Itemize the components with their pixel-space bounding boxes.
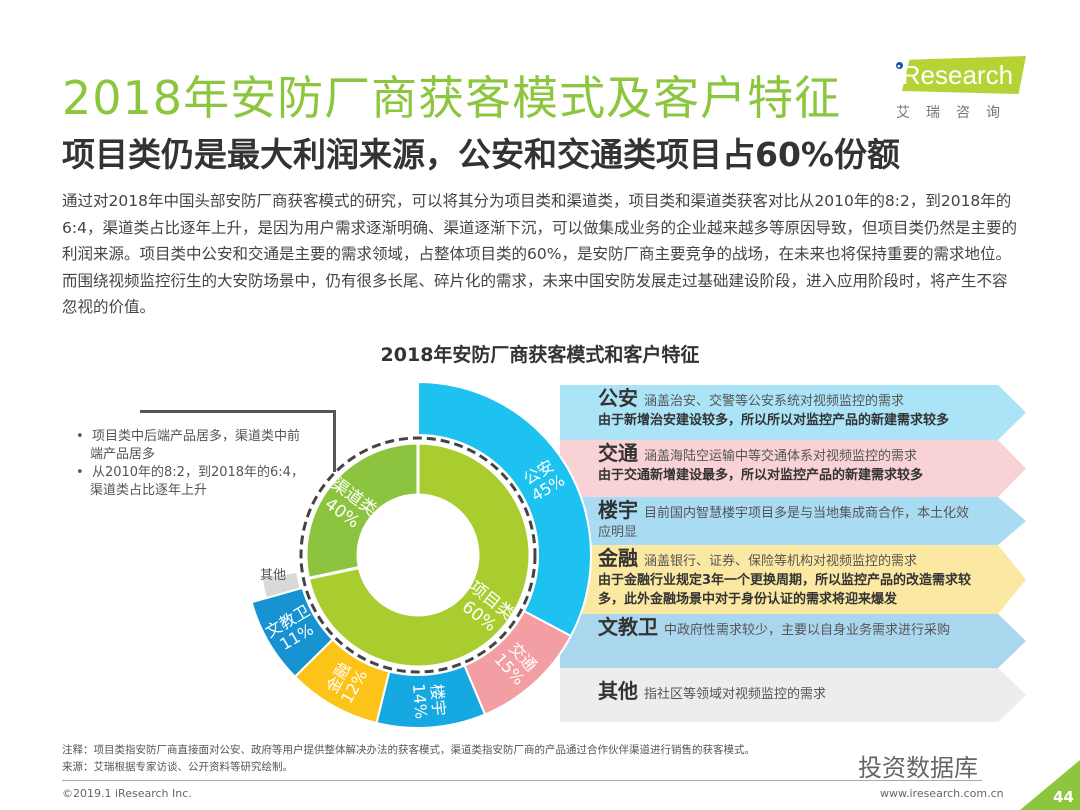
watermark: 投资数据库 [858,754,978,782]
note-text: 从2010年的8:2，到2018年的6:4，渠道类占比逐年上升 [90,465,304,498]
notes-list: • 项目类中后端产品居多，渠道类中前端产品居多 • 从2010年的8:2，到20… [72,428,312,500]
row-desc: 涵盖海陆空运输中等交通体系对视频监控的需求 [644,449,918,464]
other-label: 其他 [260,568,287,583]
footer-divider [62,780,982,781]
row-bold: 由于新增治安建设较多，所以所以对监控产品的新建需求较多 [598,413,950,428]
note-text: 项目类中后端产品居多，渠道类中前端产品居多 [90,429,300,462]
page-subtitle: 项目类仍是最大利润来源，公安和交通类项目占60%份额 [62,135,900,174]
dashed-ring [299,436,537,674]
row-key: 其他 [598,679,638,703]
copyright: ©2019.1 iResearch Inc. [62,787,192,800]
row-key: 金融 [598,546,638,570]
row-key: 楼宇 [598,498,638,522]
row-louyu: 楼宇 目前国内智慧楼宇项目多是与当地集成商合作，本土化效应明显 [560,497,1026,545]
row-bold: 由于交通新增建设最多，所以对监控产品的新建需求较多 [598,468,924,483]
row-desc: 涵盖银行、证券、保险等机构对视频监控的需求 [644,554,918,569]
inner-segment-项目类 [306,441,532,669]
iresearch-logo: iResearch 艾瑞咨询 [888,56,1028,126]
row-bold: 由于金融行业规定3年一个更换周期，所以监控产品的改造需求较多，此外金融场景中对于… [598,573,972,607]
footer-notes: 注释：项目类指安防厂商直接面对公安、政府等用户提供整体解决办法的获客模式，渠道类… [62,742,755,776]
note-bracket [140,410,336,472]
body-paragraph: 通过对2018年中国头部安防厂商获客模式的研究，可以将其分为项目类和渠道类，项目… [62,192,1017,316]
footnote: 注释：项目类指安防厂商直接面对公安、政府等用户提供整体解决办法的获客模式，渠道类… [62,744,755,756]
outer-label-楼宇: 楼宇14% [409,681,449,719]
note-item: • 从2010年的8:2，到2018年的6:4，渠道类占比逐年上升 [76,465,304,498]
outer-segment-公安 [417,380,592,638]
outer-segment-其他 [260,570,302,600]
logo-cn: 艾瑞咨询 [896,105,1016,121]
row-key: 公安 [598,386,638,410]
row-key: 文教卫 [598,615,658,639]
chart-title: 2018年安防厂商获客模式和客户特征 [380,344,700,366]
row-jiaotong: 交通 涵盖海陆空运输中等交通体系对视频监控的需求由于交通新增建设最多，所以对监控产… [560,440,1026,497]
row-qita: 其他 指社区等领域对视频监控的需求 [560,668,1026,722]
page-title: 2018年安防厂商获客模式及客户特征 [62,71,842,125]
source: 来源：艾瑞根据专家访谈、公开资料等研究绘制。 [62,761,293,773]
row-jinrong: 金融 涵盖银行、证券、保险等机构对视频监控的需求由于金融行业规定3年一个更换周期，… [560,545,1026,614]
row-key: 交通 [598,441,638,465]
note-item: • 项目类中后端产品居多，渠道类中前端产品居多 [76,429,300,462]
row-desc: 指社区等领域对视频监控的需求 [644,687,827,702]
row-wenjiaowei: 文教卫 中政府性需求较少，主要以自身业务需求进行采购 [560,614,1026,668]
website: www.iresearch.com.cn [880,787,1004,800]
row-desc: 中政府性需求较少，主要以自身业务需求进行采购 [664,623,951,638]
inner-segment-渠道类 [304,441,420,581]
row-desc: 涵盖治安、交警等公安系统对视频监控的需求 [644,394,905,409]
row-desc: 目前国内智慧楼宇项目多是与当地集成商合作，本土化效应明显 [598,506,970,540]
logo-text: iResearch [896,60,1014,90]
page-number: 44 [1053,788,1074,806]
row-gongan: 公安 涵盖治安、交警等公安系统对视频监控的需求由于新增治安建设较多，所以所以对监控… [560,385,1026,440]
